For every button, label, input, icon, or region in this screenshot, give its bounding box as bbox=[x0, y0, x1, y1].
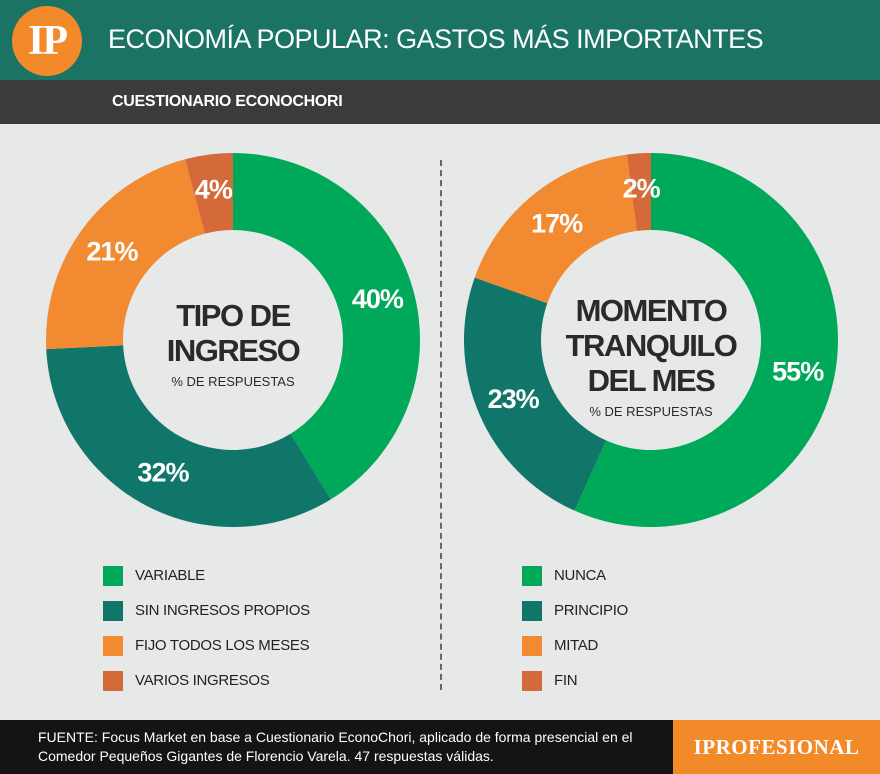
legend-item: PRINCIPIO bbox=[522, 593, 628, 628]
chart-center-title: TRANQUILO bbox=[565, 328, 738, 363]
page-title: ECONOMÍA POPULAR: GASTOS MÁS IMPORTANTES bbox=[108, 24, 764, 54]
donut-slice bbox=[185, 153, 233, 234]
subheader-bar: CUESTIONARIO ECONOCHORI bbox=[0, 80, 880, 124]
data-label: 21% bbox=[86, 236, 138, 266]
donut-slice bbox=[474, 154, 637, 304]
page-subtitle: CUESTIONARIO ECONOCHORI bbox=[112, 93, 343, 110]
legend-item: NUNCA bbox=[522, 558, 628, 593]
donut-chart-tipo-ingreso: 40% 32% 21% 4% bbox=[46, 153, 420, 527]
chart-divider bbox=[440, 160, 442, 690]
legend-label: NUNCA bbox=[554, 567, 606, 584]
donut-slice bbox=[626, 153, 651, 231]
donut-slice bbox=[46, 159, 205, 350]
donut-slice bbox=[464, 277, 607, 511]
legend-label: FIJO TODOS LOS MESES bbox=[135, 637, 310, 654]
legend-swatch bbox=[522, 565, 542, 586]
chart-center-label: TIPO DE INGRESO % DE RESPUESTAS bbox=[138, 298, 328, 389]
chart-center-subtitle: % DE RESPUESTAS bbox=[589, 404, 713, 419]
chart-center-subtitle: % DE RESPUESTAS bbox=[171, 374, 295, 389]
legend-label: PRINCIPIO bbox=[554, 602, 628, 619]
legend-swatch bbox=[103, 670, 123, 691]
donut-slice bbox=[46, 345, 331, 527]
chart-center-title: MOMENTO bbox=[575, 293, 728, 328]
brand-logo: IPROFESIONAL bbox=[673, 720, 880, 774]
source-note: FUENTE: Focus Market en base a Cuestiona… bbox=[38, 729, 633, 764]
data-label: 2% bbox=[623, 173, 661, 203]
legend-swatch bbox=[103, 600, 123, 621]
footer-bar: FUENTE: Focus Market en base a Cuestiona… bbox=[0, 720, 880, 774]
data-label: 55% bbox=[772, 356, 824, 386]
data-label: 17% bbox=[531, 208, 583, 238]
donut-slice bbox=[574, 153, 838, 527]
chart-center-title: TIPO DE bbox=[176, 298, 291, 333]
legend-item: VARIABLE bbox=[103, 558, 310, 593]
legend-item: FIJO TODOS LOS MESES bbox=[103, 628, 310, 663]
legend-tipo-ingreso: VARIABLE SIN INGRESOS PROPIOS FIJO TODOS… bbox=[103, 558, 310, 698]
legend-item: FIN bbox=[522, 663, 628, 698]
chart-center-label: MOMENTO TRANQUILO DEL MES % DE RESPUESTA… bbox=[556, 293, 746, 419]
legend-label: VARIOS INGRESOS bbox=[135, 672, 270, 689]
legend-label: MITAD bbox=[554, 637, 599, 654]
legend-swatch bbox=[103, 635, 123, 656]
donut-chart-momento-tranquilo: 55% 23% 17% 2% bbox=[464, 153, 838, 527]
legend-swatch bbox=[103, 565, 123, 586]
legend-swatch bbox=[522, 635, 542, 656]
chart-center-title: DEL MES bbox=[587, 363, 716, 398]
header-bar: IP ECONOMÍA POPULAR: GASTOS MÁS IMPORTAN… bbox=[0, 0, 880, 80]
data-label: 4% bbox=[195, 174, 233, 204]
ip-logo: IP bbox=[12, 6, 82, 76]
data-label: 32% bbox=[137, 458, 189, 488]
legend-swatch bbox=[522, 600, 542, 621]
legend-item: MITAD bbox=[522, 628, 628, 663]
chart-center-title: INGRESO bbox=[166, 333, 301, 368]
legend-label: SIN INGRESOS PROPIOS bbox=[135, 602, 310, 619]
data-label: 23% bbox=[488, 384, 540, 414]
legend-label: FIN bbox=[554, 672, 578, 689]
legend-item: SIN INGRESOS PROPIOS bbox=[103, 593, 310, 628]
legend-item: VARIOS INGRESOS bbox=[103, 663, 310, 698]
legend-momento-tranquilo: NUNCA PRINCIPIO MITAD FIN bbox=[522, 558, 628, 698]
legend-swatch bbox=[522, 670, 542, 691]
donut-slice bbox=[233, 153, 420, 500]
data-label: 40% bbox=[352, 284, 404, 314]
legend-label: VARIABLE bbox=[135, 567, 205, 584]
